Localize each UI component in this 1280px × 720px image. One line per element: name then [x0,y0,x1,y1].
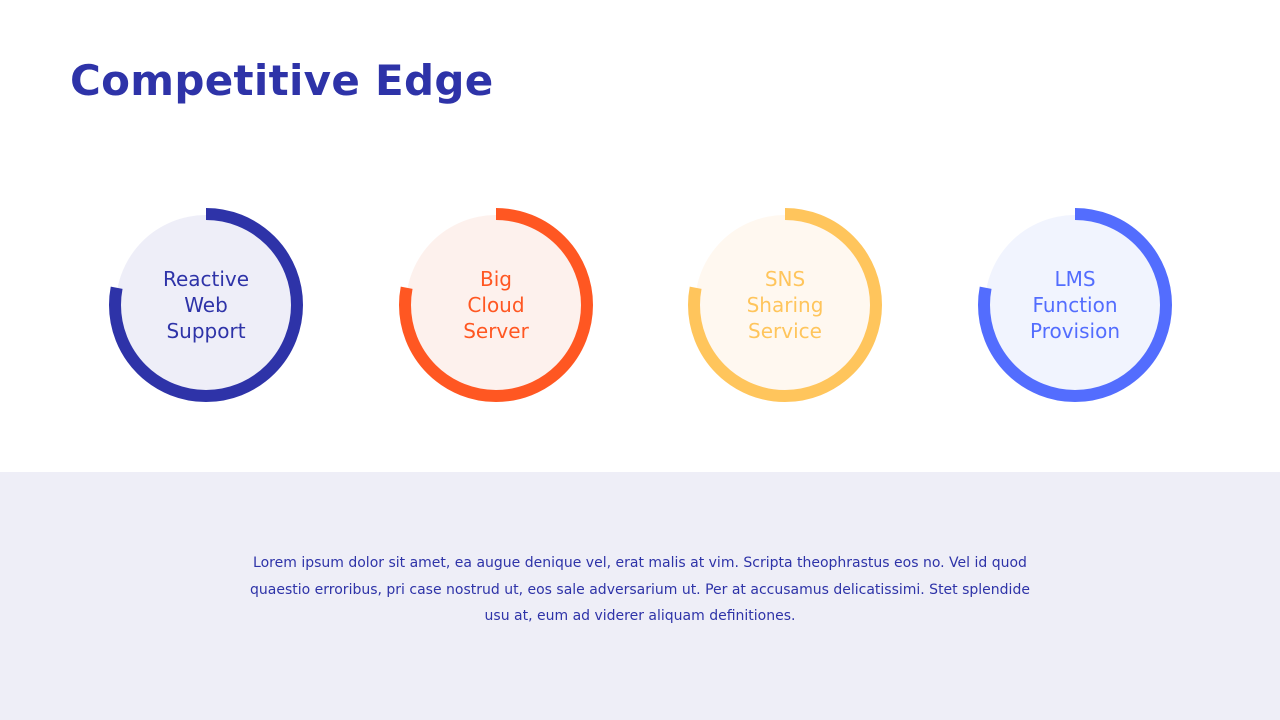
ring-background [985,215,1165,395]
ring-label: Big Cloud Server [463,267,529,343]
progress-arc [978,208,1172,402]
progress-ring-lms-function-provision: LMS Function Provision [977,207,1173,403]
ring-graphic [688,208,882,402]
ring-label: LMS Function Provision [1029,267,1120,343]
progress-ring-reactive-web-support: Reactive Web Support [108,207,304,403]
ring-background [116,215,296,395]
page-title: Competitive Edge [70,56,494,105]
progress-arc [109,208,303,402]
description-text: Lorem ipsum dolor sit amet, ea augue den… [250,555,1030,624]
ring-label: SNS Sharing Service [746,267,824,343]
ring-graphic [399,208,593,402]
progress-arc [399,208,593,402]
progress-ring-sns-sharing-service: SNS Sharing Service [687,207,883,403]
ring-graphic [978,208,1172,402]
progress-ring-big-cloud-server: Big Cloud Server [398,207,594,403]
ring-graphic [109,208,303,402]
description-panel: Lorem ipsum dolor sit amet, ea augue den… [0,472,1280,720]
progress-arc [688,208,882,402]
ring-label: Reactive Web Support [162,267,250,343]
ring-background [695,215,875,395]
ring-background [406,215,586,395]
